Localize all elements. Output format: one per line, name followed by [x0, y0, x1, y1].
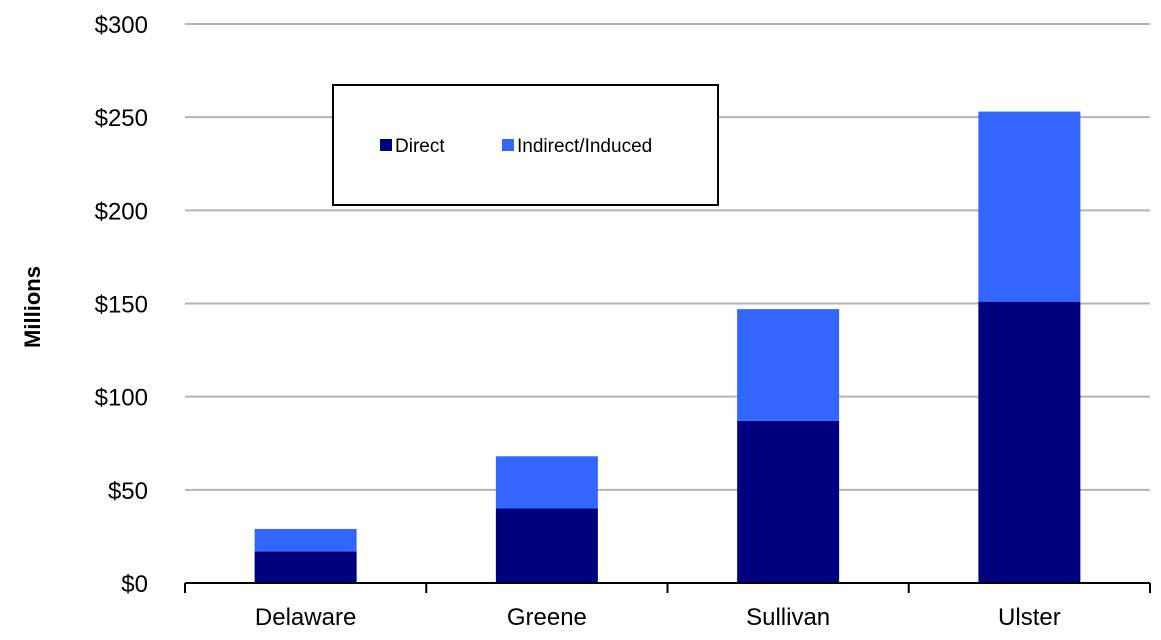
- category-label: Delaware: [255, 604, 356, 631]
- category-label: Greene: [507, 604, 587, 631]
- x-axis-ticks: [184, 583, 1151, 593]
- y-tick-label: $0: [121, 571, 148, 598]
- bar-greene-direct: [495, 508, 598, 583]
- legend-swatch-direct: [380, 139, 392, 151]
- bar-sullivan-indirect-induced: [737, 309, 840, 421]
- legend: Direct Indirect/Induced: [332, 84, 719, 206]
- bar-sullivan-direct: [737, 420, 840, 583]
- bar-delaware-indirect-induced: [254, 528, 357, 552]
- y-axis-label: Millions: [20, 266, 45, 348]
- bar-greene-indirect-induced: [495, 456, 598, 509]
- bar-delaware-direct: [254, 551, 357, 583]
- legend-swatch-indirect-induced: [502, 139, 514, 151]
- y-axis-tick-labels: $0 $50 $100 $150 $200 $250 $300: [95, 12, 148, 598]
- y-tick-label: $50: [108, 478, 148, 505]
- y-tick-label: $100: [95, 385, 148, 412]
- category-label: Ulster: [998, 604, 1061, 631]
- bar-ulster-direct: [978, 301, 1081, 583]
- legend-label: Direct: [395, 136, 445, 157]
- category-label: Sullivan: [746, 604, 830, 631]
- x-axis-category-labels: Delaware Greene Sullivan Ulster: [255, 604, 1061, 631]
- y-tick-label: $200: [95, 198, 148, 225]
- y-tick-label: $250: [95, 105, 148, 132]
- legend-box: [332, 84, 719, 206]
- legend-label: Indirect/Induced: [517, 136, 652, 157]
- bars: [254, 111, 1081, 583]
- y-tick-label: $300: [95, 12, 148, 39]
- y-tick-label: $150: [95, 292, 148, 319]
- bar-ulster-indirect-induced: [978, 111, 1081, 302]
